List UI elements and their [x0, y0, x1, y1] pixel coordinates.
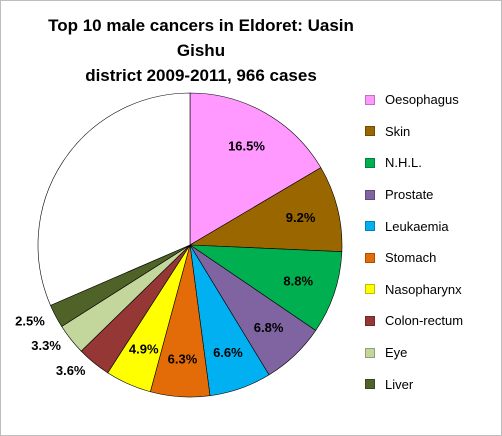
legend-item-colon-rectum: Colon-rectum — [365, 305, 501, 337]
legend-swatch — [365, 94, 375, 105]
legend-label: Eye — [385, 345, 408, 361]
data-label-n-h-l: 8.8% — [283, 273, 313, 288]
legend-item-eye: Eye — [365, 337, 501, 369]
legend-item-liver: Liver — [365, 368, 501, 400]
legend-swatch — [365, 347, 375, 358]
data-label-stomach: 6.3% — [168, 351, 198, 366]
legend-swatch — [365, 284, 375, 295]
legend-item-leukaemia: Leukaemia — [365, 210, 501, 242]
pie-slice-n-h-l — [188, 244, 343, 331]
legend-label: Stomach — [385, 250, 437, 266]
pie-data-labels: 16.5% 9.2% 8.8% 6.8% 6.6% 6.3% 4.9% 3.6% 3.3% 2.5… — [15, 139, 316, 379]
legend-item-stomach: Stomach — [365, 242, 501, 274]
data-label-eye: 3.3% — [31, 338, 61, 353]
legend-label: Colon-rectum — [385, 313, 464, 329]
legend-label: N.H.L. — [385, 155, 422, 171]
legend-swatch — [365, 252, 375, 263]
data-label-colon-rectum: 3.6% — [56, 363, 86, 378]
chart-title-line-2: district 2009-2011, 966 cases — [85, 66, 317, 85]
legend-swatch — [365, 315, 375, 326]
chart-legend: Oesophagus Skin N.H.L. Prostate Leukaemia Sto… — [365, 84, 501, 400]
legend-swatch — [365, 379, 375, 390]
data-label-prostate: 6.8% — [254, 320, 284, 335]
data-label-liver: 2.5% — [15, 313, 45, 328]
pie-slice-remainder — [37, 92, 191, 306]
data-label-oesophagus: 16.5% — [228, 139, 265, 154]
legend-item-nasopharynx: Nasopharynx — [365, 274, 501, 306]
data-label-nasopharynx: 4.9% — [129, 342, 159, 357]
legend-label: Leukaemia — [385, 218, 449, 234]
pie-slice-skin — [188, 167, 343, 252]
data-label-leukaemia: 6.6% — [213, 345, 243, 360]
legend-label: Liver — [385, 376, 414, 392]
pie-slice-oesophagus — [189, 92, 322, 246]
legend-label: Skin — [385, 123, 411, 139]
data-label-skin: 9.2% — [286, 210, 316, 225]
legend-swatch — [365, 157, 375, 168]
legend-swatch — [365, 221, 375, 232]
legend-item-oesophagus: Oesophagus — [365, 84, 501, 116]
chart-title-line-1: Top 10 male cancers in Eldoret: Uasin Gi… — [48, 16, 354, 60]
legend-item-skin: Skin — [365, 116, 501, 148]
legend-item-n-h-l: N.H.L. — [365, 147, 501, 179]
legend-label: Oesophagus — [385, 92, 459, 108]
chart-title: Top 10 male cancers in Eldoret: Uasin Gi… — [41, 13, 361, 88]
legend-swatch — [365, 189, 375, 200]
legend-label: Prostate — [385, 187, 434, 203]
legend-label: Nasopharynx — [385, 281, 462, 297]
legend-item-prostate: Prostate — [365, 179, 501, 211]
pie-slices — [37, 92, 343, 398]
legend-swatch — [365, 126, 375, 137]
